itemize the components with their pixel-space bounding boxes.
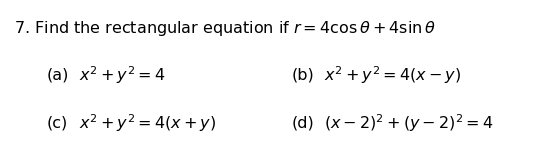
Text: $x^2 + y^2 = 4$: $x^2 + y^2 = 4$ bbox=[79, 64, 166, 86]
Text: (c): (c) bbox=[46, 116, 68, 130]
Text: $x^2 + y^2 = 4(x - y)$: $x^2 + y^2 = 4(x - y)$ bbox=[324, 64, 462, 86]
Text: (a): (a) bbox=[46, 68, 69, 82]
Text: (b): (b) bbox=[292, 68, 314, 82]
Text: 7. Find the rectangular equation if $r = 4\cos\theta + 4\sin\theta$: 7. Find the rectangular equation if $r =… bbox=[14, 20, 435, 39]
Text: $x^2 + y^2 = 4(x + y)$: $x^2 + y^2 = 4(x + y)$ bbox=[79, 112, 216, 134]
Text: (d): (d) bbox=[292, 116, 314, 130]
Text: $(x - 2)^2 + (y - 2)^2 = 4$: $(x - 2)^2 + (y - 2)^2 = 4$ bbox=[324, 112, 494, 134]
